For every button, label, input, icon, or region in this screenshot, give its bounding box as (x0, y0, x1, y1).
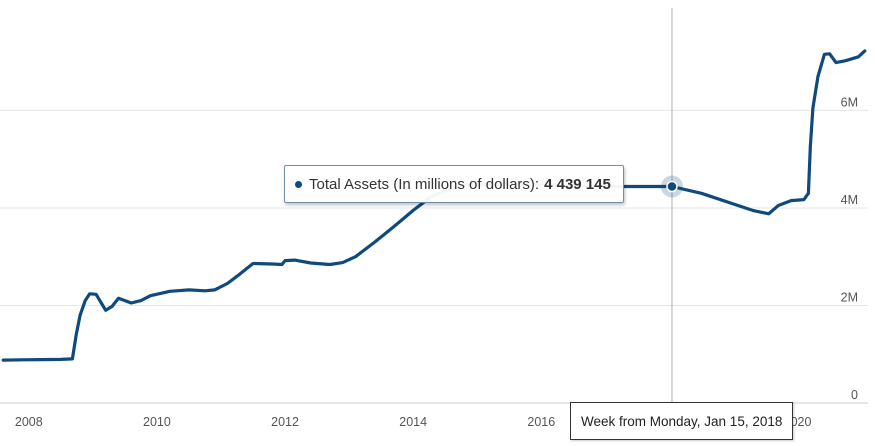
tooltip-series-label: Total Assets (In millions of dollars): (309, 175, 540, 193)
hover-marker-group (660, 175, 683, 198)
y-tick-label: 2M (841, 290, 858, 304)
hover-point[interactable] (666, 180, 678, 193)
tooltip: Total Assets (In millions of dollars): 4… (284, 165, 624, 203)
tooltip-value: 4 439 145 (544, 175, 611, 193)
series-group (1, 49, 867, 362)
x-tick-label: 2010 (143, 415, 171, 429)
x-tick-label: 2008 (15, 415, 43, 429)
crosshair-date-label: Week from Monday, Jan 15, 2018 (570, 402, 794, 440)
y-axis: 0 2M 4M 6M (841, 95, 858, 402)
x-tick-label: 2016 (527, 415, 555, 429)
x-tick-label: 2014 (399, 415, 427, 429)
y-tick-label: 6M (841, 95, 858, 109)
x-tick-label: 2012 (271, 415, 299, 429)
tooltip-series-dot-icon (295, 180, 302, 188)
series-line[interactable] (1, 49, 867, 362)
y-tick-label: 4M (841, 193, 858, 207)
grid-lines (0, 109, 868, 404)
y-tick-label: 0 (851, 388, 858, 402)
